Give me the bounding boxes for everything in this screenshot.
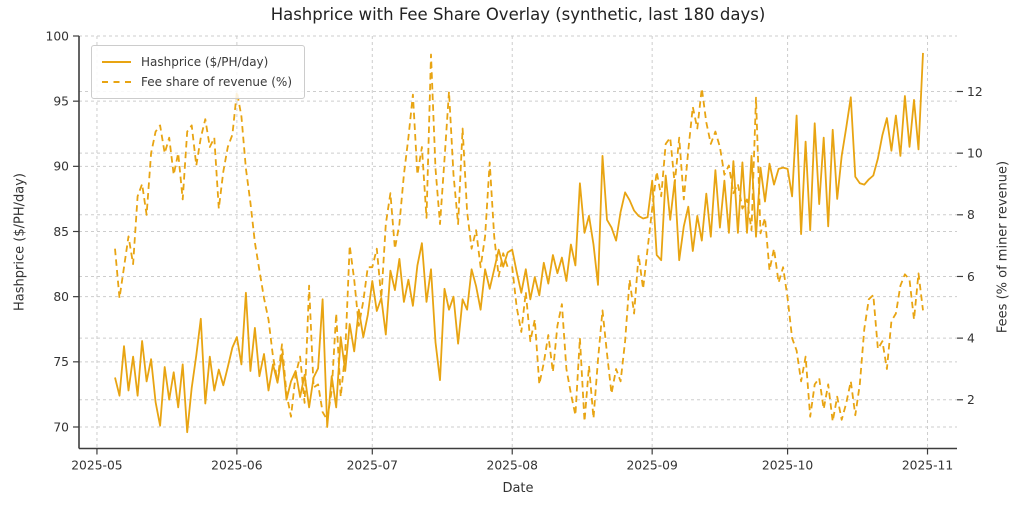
svg-text:2025-07: 2025-07 [347,459,398,473]
svg-text:80: 80 [53,290,69,304]
svg-text:2: 2 [967,393,975,407]
legend-label: Hashprice ($/PH/day) [141,55,269,69]
svg-text:2025-09: 2025-09 [626,459,677,473]
fee-share-line [114,53,924,423]
x-axis-label: Date [502,481,534,496]
svg-text:2025-05: 2025-05 [71,459,122,473]
svg-text:90: 90 [53,160,69,174]
svg-text:2025-06: 2025-06 [211,459,263,473]
axes-spines [78,36,957,450]
svg-text:85: 85 [53,225,69,239]
svg-text:95: 95 [53,94,69,108]
svg-text:10: 10 [967,146,983,160]
svg-text:2025-08: 2025-08 [487,459,538,473]
legend-entry-fee-share: Fee share of revenue (%) [102,72,292,92]
gridlines [79,35,957,449]
svg-text:4: 4 [967,331,975,345]
svg-text:2025-11: 2025-11 [902,459,953,473]
svg-text:70: 70 [53,420,69,434]
svg-text:2025-10: 2025-10 [762,459,813,473]
y-axis-label-left: Hashprice ($/PH/day) [12,173,28,311]
tick-marks [73,35,963,455]
svg-text:6: 6 [967,270,975,284]
y-right-tick-labels: 2 4 6 8 10 12 [967,85,983,407]
legend: Hashprice ($/PH/day) Fee share of revenu… [91,45,305,99]
dashed-line-swatch [102,81,131,83]
svg-text:12: 12 [967,85,983,99]
y-axis-label-right: Fees (% of miner revenue) [995,160,1011,334]
chart-title: Hashprice with Fee Share Overlay (synthe… [270,5,766,24]
svg-text:100: 100 [46,29,69,43]
legend-label: Fee share of revenue (%) [141,75,292,89]
x-tick-labels: 2025-05 2025-06 2025-07 2025-08 2025-09 2025-… [71,459,953,473]
svg-text:8: 8 [967,208,975,222]
solid-line-swatch [102,61,131,63]
svg-text:75: 75 [53,355,69,369]
hashprice-line [114,52,924,434]
y-left-tick-labels: 70 75 80 85 90 95 100 [46,29,69,434]
legend-entry-hashprice: Hashprice ($/PH/day) [102,52,292,72]
